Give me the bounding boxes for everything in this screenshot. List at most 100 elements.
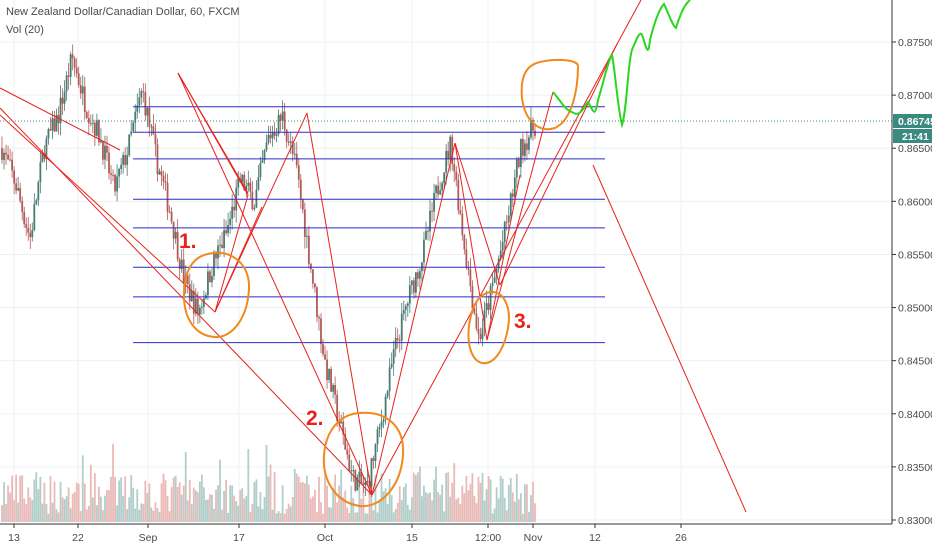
candle-body xyxy=(324,354,326,360)
volume-bar xyxy=(23,498,26,522)
candle-body xyxy=(237,178,240,188)
candle-body xyxy=(223,230,225,248)
volume-bar xyxy=(178,482,181,522)
circle-3 xyxy=(467,290,510,365)
candle-body xyxy=(526,143,528,150)
candle-body xyxy=(11,159,13,171)
volume-bar xyxy=(200,474,203,522)
volume-bar xyxy=(207,499,209,522)
candle-body xyxy=(69,54,72,77)
volume-bar xyxy=(485,489,488,522)
candle-body xyxy=(342,421,345,435)
candle-body xyxy=(160,171,163,176)
zigzag-2 xyxy=(177,72,249,194)
candle-body xyxy=(134,111,137,123)
candle-body xyxy=(447,150,450,160)
candle-body xyxy=(477,328,480,334)
volume-bar xyxy=(497,498,500,522)
candle-body xyxy=(515,159,518,178)
trend-line-down-1 xyxy=(0,114,216,313)
candle-body xyxy=(287,141,290,143)
volume-bar xyxy=(249,511,252,522)
candle-body xyxy=(469,269,472,287)
candle-body xyxy=(67,75,70,77)
time-axis[interactable]: 13 22 Sep 17 Oct 15 12:00 Nov 12 26 xyxy=(8,524,687,544)
volume-bar xyxy=(257,506,260,522)
volume-bar xyxy=(1,505,3,522)
candle-body xyxy=(49,129,52,131)
trend-line-down-3 xyxy=(177,72,373,496)
volume-bar xyxy=(475,503,478,522)
volume-bar xyxy=(148,483,151,522)
candle-body xyxy=(336,394,339,422)
candle-body xyxy=(279,114,282,121)
volume-bar xyxy=(277,511,280,522)
volume-bar xyxy=(307,484,310,522)
volume-bar xyxy=(360,498,363,522)
candle-body xyxy=(245,185,248,191)
candle-body xyxy=(39,162,42,183)
volume-bar xyxy=(251,503,254,522)
volume-bar xyxy=(3,482,5,522)
candle-body xyxy=(23,211,26,225)
circle-1 xyxy=(182,251,251,339)
candle-body xyxy=(1,148,3,160)
volume-bar xyxy=(265,444,268,522)
candle-body xyxy=(320,318,322,345)
volume-bar xyxy=(160,483,163,522)
candle-body xyxy=(15,183,18,191)
candle-body xyxy=(493,277,496,283)
candle-body xyxy=(209,271,211,283)
candle-body xyxy=(332,385,335,392)
volume-bar xyxy=(414,475,417,522)
circle-2 xyxy=(322,411,405,508)
candle-body xyxy=(340,421,343,424)
candle-body xyxy=(61,97,64,104)
volume-bar xyxy=(192,487,195,522)
volume-bar xyxy=(453,463,456,522)
last-price-value: 0.86745 xyxy=(898,116,932,128)
candle-body xyxy=(457,180,460,211)
candle-body xyxy=(71,54,74,59)
volume-bar xyxy=(473,495,476,522)
volume-bar xyxy=(164,480,167,522)
candle-body xyxy=(83,86,86,113)
candle-body xyxy=(259,163,262,178)
volume-bar xyxy=(17,502,20,522)
candle-body xyxy=(491,282,494,286)
volume-bar xyxy=(429,492,431,522)
projection-path xyxy=(552,0,691,129)
volume-bar xyxy=(433,479,435,522)
candle-body xyxy=(497,258,500,269)
volume-bar xyxy=(98,486,100,522)
volume-bar xyxy=(467,490,470,522)
volume-bar xyxy=(501,478,504,522)
trend-line-down-4 xyxy=(306,112,373,496)
candle-body xyxy=(467,267,470,270)
candle-body xyxy=(95,120,98,136)
volume-bar xyxy=(471,473,474,522)
volume-bar xyxy=(158,512,161,522)
volume-bar xyxy=(223,491,225,522)
volume-bar xyxy=(505,510,508,522)
candle-body xyxy=(124,154,127,165)
candle-body xyxy=(106,145,108,153)
volume-bar xyxy=(289,506,292,522)
volume-bar xyxy=(421,496,423,522)
volume-bar xyxy=(477,476,480,522)
volume-bar xyxy=(489,479,492,522)
candle-body xyxy=(59,97,62,124)
time-tick-label: 13 xyxy=(8,532,20,544)
candle-body xyxy=(45,138,48,160)
trend-line-down-2 xyxy=(0,107,373,496)
candle-body xyxy=(465,249,468,268)
candle-body xyxy=(190,290,193,302)
candle-body xyxy=(449,136,452,160)
candle-body xyxy=(398,340,401,342)
candle-body xyxy=(75,67,78,74)
volume-bar xyxy=(202,487,205,522)
volume-bar xyxy=(142,503,145,522)
